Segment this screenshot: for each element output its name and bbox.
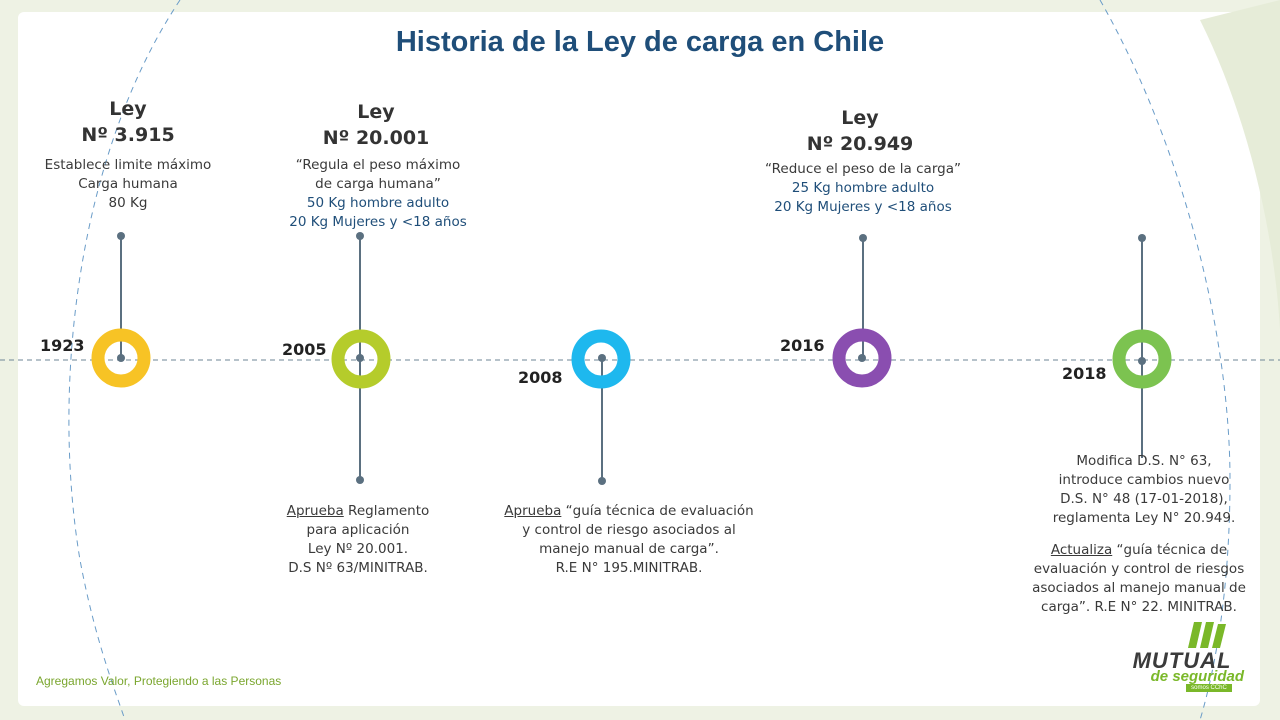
desc-line-highlight: 20 Kg Mujeres y <18 años <box>289 214 467 230</box>
milestone-1923-marker <box>91 232 151 388</box>
right-arc <box>1099 0 1231 720</box>
year-ring-1923 <box>91 328 151 388</box>
law-label: Ley <box>841 107 879 129</box>
year-label-2018: 2018 <box>1062 364 1107 383</box>
desc-line: Carga humana <box>78 176 178 192</box>
action-text: “guía técnica de <box>1112 542 1228 558</box>
desc-line: asociados al manejo manual de <box>1032 580 1246 596</box>
desc-line: Modifica D.S. N° 63, <box>1076 453 1212 469</box>
desc-line-highlight: 50 Kg hombre adulto <box>306 195 450 211</box>
law-title-2016: Ley Nº 20.949 <box>784 105 936 157</box>
footer-tagline: Agregamos Valor, Protegiendo a las Perso… <box>36 674 282 688</box>
desc-line-highlight: 25 Kg hombre adulto <box>791 180 935 196</box>
desc-line: Aprueba Reglamento <box>256 502 460 521</box>
desc-line: Actualiza “guía técnica de <box>1008 541 1270 560</box>
milestone-2005-marker <box>331 232 391 484</box>
desc-line: D.S. N° 48 (17-01-2018), <box>1060 491 1228 507</box>
action-verb: Aprueba <box>286 503 344 519</box>
action-verb: Aprueba <box>504 503 562 519</box>
year-ring-2005 <box>331 329 391 389</box>
left-arc <box>68 0 181 720</box>
year-label-1923: 1923 <box>40 336 85 355</box>
desc-line: “Reduce el peso de la carga” <box>765 161 961 177</box>
law-number: Nº 20.949 <box>806 133 914 155</box>
law-number: Nº 20.001 <box>322 127 430 149</box>
logo-mark-icon <box>1188 622 1226 648</box>
desc-line-highlight: 20 Kg Mujeres y <18 años <box>774 199 952 215</box>
year-ring-2018 <box>1112 329 1172 389</box>
law-desc-2016: “Reduce el peso de la carga” 25 Kg hombr… <box>738 160 988 217</box>
law-label: Ley <box>109 98 147 120</box>
desc-line: evaluación y control de riesgos <box>1033 561 1245 577</box>
action-desc-2018: Actualiza “guía técnica de evaluación y … <box>1008 541 1270 617</box>
desc-line: introduce cambios nuevo <box>1058 472 1230 488</box>
year-ring-2008 <box>571 329 631 389</box>
action-desc-2005: Aprueba Reglamento para aplicación Ley N… <box>256 502 460 578</box>
mutual-logo: MUTUAL de seguridad somos CChC <box>1112 618 1252 694</box>
milestone-2018-marker <box>1112 234 1172 458</box>
law-title-1923: Ley Nº 3.915 <box>60 96 196 148</box>
desc-line: 80 Kg <box>108 195 148 211</box>
desc-line: reglamenta Ley N° 20.949. <box>1052 510 1236 526</box>
desc-line: para aplicación <box>306 522 410 538</box>
action-verb: Actualiza <box>1050 542 1113 558</box>
desc-line: Ley Nº 20.001. <box>307 541 409 557</box>
desc-line: y control de riesgo asociados al <box>522 522 736 538</box>
page-title: Historia de la Ley de carga en Chile <box>395 26 885 58</box>
modify-desc-2018: Modifica D.S. N° 63, introduce cambios n… <box>1024 452 1264 528</box>
law-desc-1923: Establece limite máximo Carga humana 80 … <box>26 156 230 213</box>
desc-line: carga”. R.E N° 22. MINITRAB. <box>1041 599 1237 615</box>
milestone-2016-marker <box>832 234 892 388</box>
desc-line: R.E N° 195.MINITRAB. <box>555 560 703 576</box>
logo-subtitle: de seguridad <box>1150 668 1244 685</box>
desc-line: D.S Nº 63/MINITRAB. <box>288 560 428 576</box>
desc-line: de carga humana” <box>315 176 441 192</box>
action-text: “guía técnica de evaluación <box>561 503 754 519</box>
law-number: Nº 3.915 <box>81 124 175 146</box>
year-ring-2016 <box>832 328 892 388</box>
year-label-2005: 2005 <box>282 340 327 359</box>
year-label-2016: 2016 <box>780 336 825 355</box>
action-text: Reglamento <box>343 503 430 519</box>
desc-line: Establece limite máximo <box>44 157 212 173</box>
law-label: Ley <box>357 101 395 123</box>
content-panel <box>18 12 1260 706</box>
logo-tag: somos CChC <box>1186 684 1232 692</box>
law-desc-2005: “Regula el peso máximo de carga humana” … <box>262 156 494 232</box>
desc-line: “Regula el peso máximo <box>295 157 461 173</box>
desc-line: manejo manual de carga”. <box>539 541 719 557</box>
action-desc-2008: Aprueba “guía técnica de evaluación y co… <box>474 502 784 578</box>
desc-line: Aprueba “guía técnica de evaluación <box>474 502 784 521</box>
law-title-2005: Ley Nº 20.001 <box>300 99 452 151</box>
year-label-2008: 2008 <box>518 368 563 387</box>
logo-brand: MUTUAL <box>1132 648 1232 673</box>
right-corner-shade <box>1200 0 1280 330</box>
milestone-2008-marker <box>571 329 631 485</box>
